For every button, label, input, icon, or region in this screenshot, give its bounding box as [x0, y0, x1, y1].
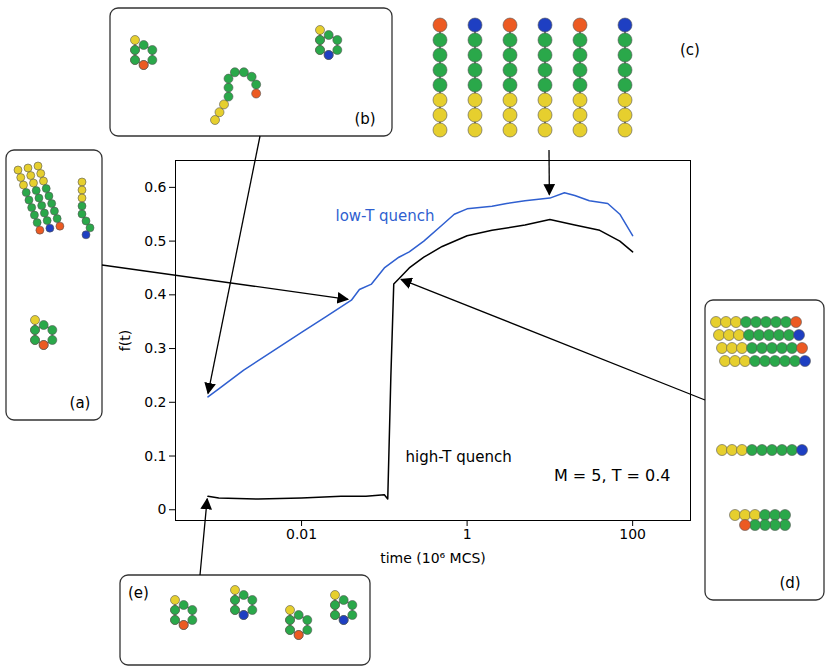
svg-text:(c): (c)	[680, 41, 700, 59]
svg-text:(b): (b)	[354, 110, 375, 128]
svg-text:f(t): f(t)	[117, 330, 133, 351]
svg-text:time (10⁶ MCS): time (10⁶ MCS)	[380, 550, 486, 566]
svg-text:(a): (a)	[70, 394, 91, 412]
svg-text:0.6: 0.6	[144, 179, 166, 195]
svg-text:0.4: 0.4	[144, 286, 166, 302]
svg-text:0.1: 0.1	[144, 448, 166, 464]
svg-text:0: 0	[158, 501, 167, 517]
svg-text:M = 5, T = 0.4: M = 5, T = 0.4	[554, 466, 671, 485]
svg-text:100: 100	[619, 526, 646, 542]
svg-text:(d): (d)	[779, 574, 800, 592]
svg-text:high-T quench: high-T quench	[406, 448, 512, 466]
svg-text:low-T quench: low-T quench	[336, 207, 435, 225]
svg-text:1: 1	[463, 526, 472, 542]
svg-text:0.3: 0.3	[144, 340, 166, 356]
svg-text:0.01: 0.01	[286, 526, 317, 542]
svg-text:(e): (e)	[128, 584, 149, 602]
svg-text:0.2: 0.2	[144, 394, 166, 410]
svg-text:0.5: 0.5	[144, 233, 166, 249]
